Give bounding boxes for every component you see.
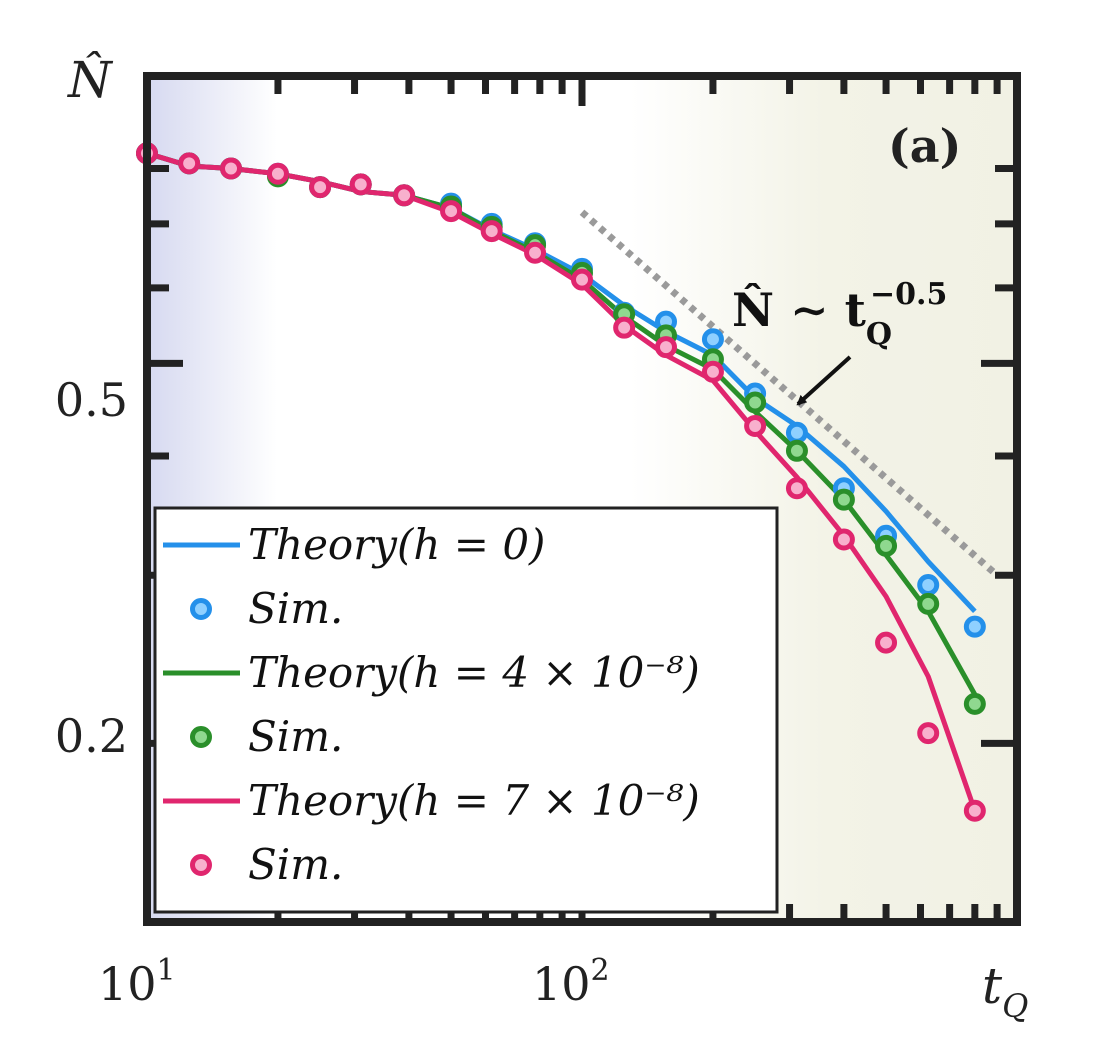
sim-point-2 xyxy=(524,241,547,264)
legend-label-theory-1: Theory(h = 4 × 10⁻⁸) xyxy=(248,648,700,697)
x-tick-base: 10 xyxy=(98,957,157,1011)
y-axis-title: N̂ xyxy=(67,50,114,109)
y-tick-label: 0.5 xyxy=(55,373,128,427)
legend-label-sim-0: Sim. xyxy=(248,584,343,633)
sim-point-2 xyxy=(480,220,503,243)
sim-point-1 xyxy=(832,488,855,511)
sim-point-2 xyxy=(917,722,940,745)
y-tick-label: 0.2 xyxy=(55,709,128,763)
x-tick-label-10-2: 102 xyxy=(532,953,610,1011)
legend-marker-0 xyxy=(190,598,212,620)
legend-marker-1 xyxy=(190,726,212,748)
sim-point-2 xyxy=(266,162,289,185)
annotation-arrow xyxy=(796,355,852,406)
x-tick-exponent: 2 xyxy=(591,953,610,988)
sim-point-2 xyxy=(220,157,243,180)
sim-point-2 xyxy=(785,477,808,500)
scaling-annotation: N̂ ∼ tQ −0.5 xyxy=(732,277,947,352)
legend-marker-2 xyxy=(190,854,212,876)
legend-label-theory-0: Theory(h = 0) xyxy=(248,520,545,569)
legend-box xyxy=(153,506,779,914)
sim-point-1 xyxy=(744,391,767,414)
annotation-sup: −0.5 xyxy=(870,277,947,312)
sim-point-2 xyxy=(655,336,678,359)
x-axis-title-main: t xyxy=(982,957,1003,1015)
slope-guide-line xyxy=(579,209,1000,578)
sim-point-0 xyxy=(785,421,808,444)
sim-point-2 xyxy=(349,173,372,196)
sim-point-2 xyxy=(309,176,332,199)
sim-point-2 xyxy=(832,528,855,551)
y-tick-label-0.5: 0.5 xyxy=(55,373,128,427)
sim-point-0 xyxy=(701,328,724,351)
sim-point-2 xyxy=(178,152,201,175)
sim-point-0 xyxy=(917,574,940,597)
legend-label-sim-2: Sim. xyxy=(248,840,343,889)
plot-frame xyxy=(143,72,1021,926)
sim-point-1 xyxy=(917,592,940,615)
legend: Theory(h = 0) Sim. Theory(h = 4 × 10⁻⁸) Sim… xyxy=(153,506,779,914)
sim-point-1 xyxy=(785,439,808,462)
annotation-main: N̂ ∼ t xyxy=(732,283,867,337)
sim-point-2 xyxy=(571,268,593,291)
legend-label-sim-1: Sim. xyxy=(248,712,343,761)
sim-point-1 xyxy=(875,534,898,557)
x-axis-title-sub: Q xyxy=(1002,987,1028,1025)
x-tick-label-10-1: 101 xyxy=(98,953,176,1011)
annotation-sub: Q xyxy=(866,317,892,352)
sim-point-2 xyxy=(875,631,898,654)
x-tick-exponent: 1 xyxy=(157,953,176,988)
sim-point-2 xyxy=(963,799,986,822)
sim-point-2 xyxy=(613,316,636,339)
panel-label: (a) xyxy=(888,119,961,173)
y-tick-label-0.2: 0.2 xyxy=(55,709,128,763)
slope-guide xyxy=(579,209,1000,578)
sim-point-2 xyxy=(393,184,416,207)
legend-label-theory-2: Theory(h = 7 × 10⁻⁸) xyxy=(248,776,700,825)
x-axis-title: tQ xyxy=(982,957,1028,1025)
sim-point-2 xyxy=(701,360,724,383)
sim-point-0 xyxy=(963,615,986,638)
sim-point-1 xyxy=(963,692,986,715)
sim-point-2 xyxy=(744,414,767,437)
sim-point-2 xyxy=(440,200,463,223)
x-tick-base: 10 xyxy=(532,957,591,1011)
